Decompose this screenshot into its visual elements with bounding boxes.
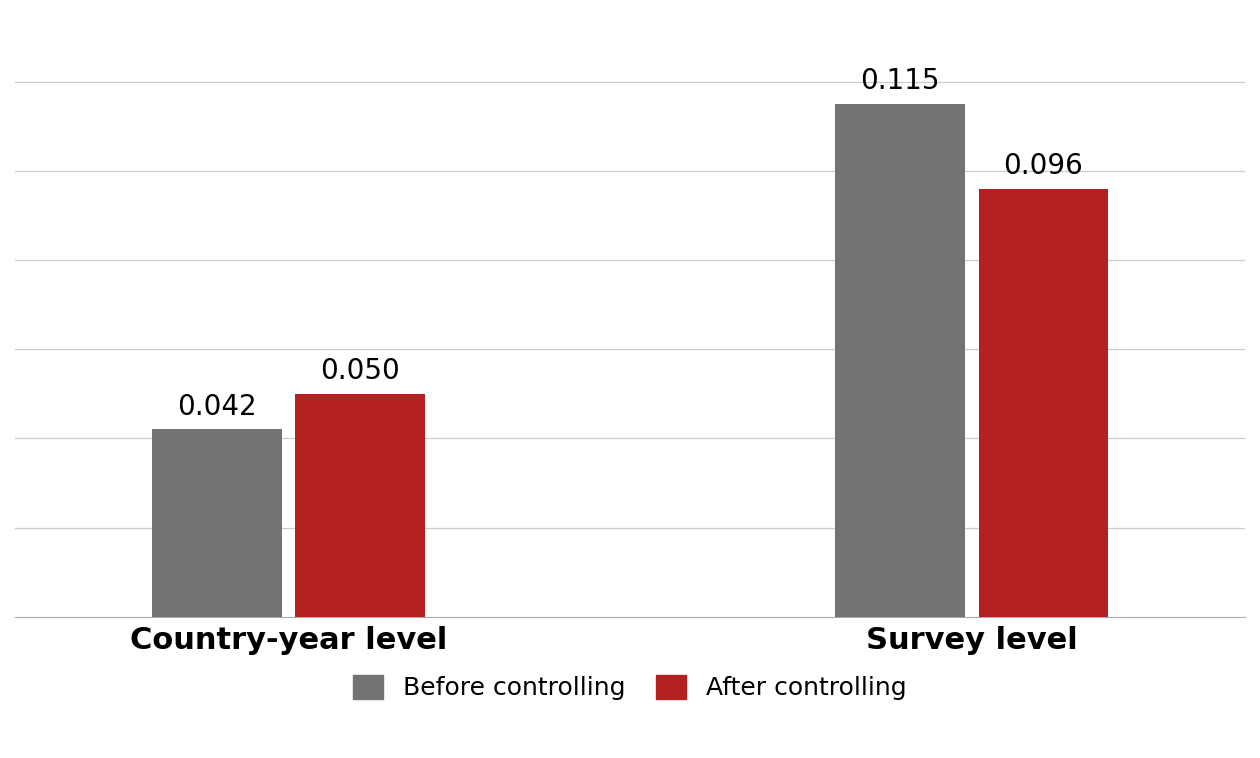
Bar (151, 430, 281, 617)
Text: 0.050: 0.050 (320, 357, 399, 385)
Text: 0.096: 0.096 (1003, 152, 1084, 180)
Text: 0.115: 0.115 (861, 67, 940, 96)
Legend: Before controlling, After controlling: Before controlling, After controlling (354, 675, 906, 700)
Bar (979, 189, 1109, 617)
Text: 0.042: 0.042 (176, 393, 256, 421)
Bar (835, 104, 965, 617)
Bar (295, 394, 425, 617)
